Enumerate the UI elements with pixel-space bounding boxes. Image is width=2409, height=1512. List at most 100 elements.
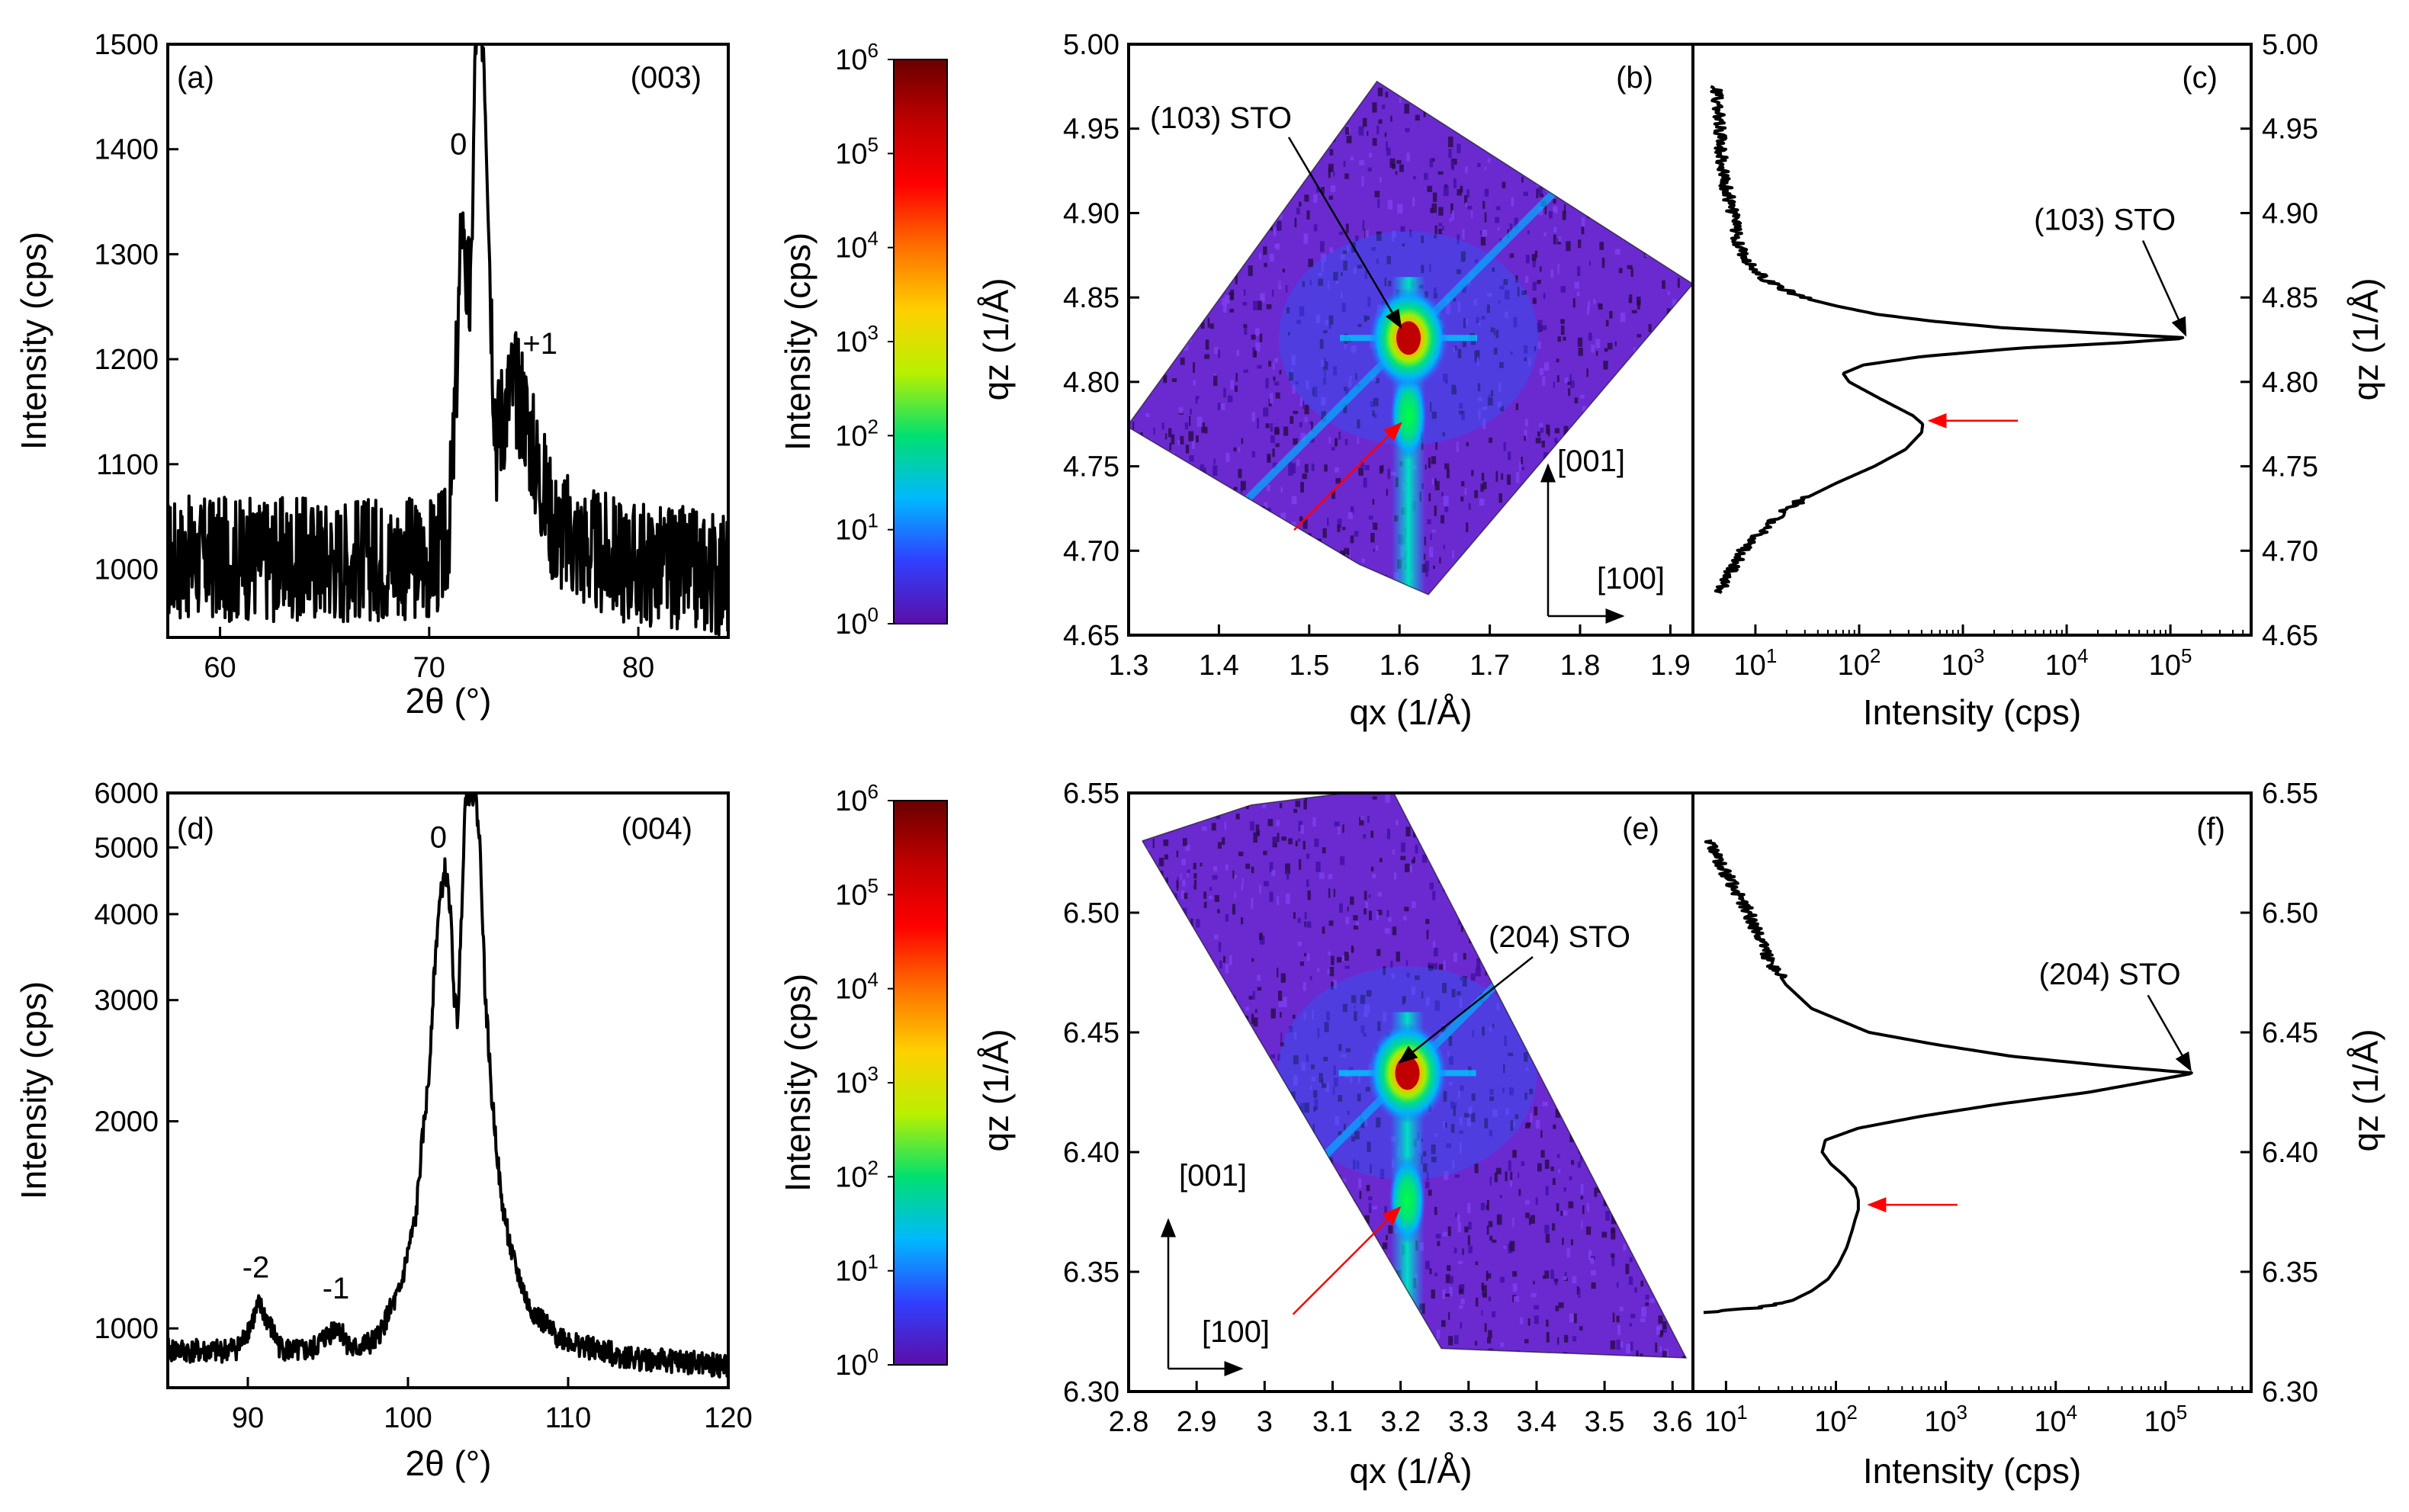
heatmap-noise <box>1453 347 1456 352</box>
heatmap-noise <box>1492 1023 1495 1029</box>
heatmap-noise <box>1276 222 1281 230</box>
heatmap-noise <box>1394 1354 1397 1358</box>
y-tick-label: 6.45 <box>2262 1017 2318 1049</box>
heatmap-noise <box>1283 166 1287 176</box>
heatmap-noise <box>1429 1268 1432 1275</box>
heatmap-noise <box>1437 802 1444 814</box>
heatmap-noise <box>1320 72 1322 81</box>
heatmap-noise <box>1291 496 1297 505</box>
heatmap-noise <box>1653 1122 1656 1129</box>
heatmap-noise <box>1457 301 1461 312</box>
heatmap-noise <box>1681 589 1686 595</box>
heatmap-noise <box>1497 58 1502 68</box>
heatmap-noise <box>1683 927 1687 932</box>
heatmap-noise <box>1273 837 1278 844</box>
heatmap-noise <box>1394 1361 1396 1368</box>
heatmap-noise <box>1368 588 1374 595</box>
heatmap-noise <box>1433 287 1437 297</box>
heatmap-noise <box>1399 164 1404 172</box>
colorbar-tick-label: 102 <box>835 1156 878 1193</box>
heatmap-noise <box>1204 1007 1206 1012</box>
heatmap-noise <box>1170 913 1173 919</box>
heatmap-noise <box>1655 1342 1658 1353</box>
heatmap-noise <box>1334 467 1339 473</box>
heatmap-noise <box>1135 569 1140 573</box>
heatmap-noise <box>1302 1289 1304 1293</box>
heatmap-noise <box>1563 204 1566 213</box>
heatmap-noise <box>1510 824 1514 832</box>
heatmap-noise <box>1649 1195 1654 1199</box>
heatmap-noise <box>1640 907 1643 917</box>
heatmap-noise <box>1303 952 1307 957</box>
heatmap-noise <box>1354 1131 1360 1140</box>
heatmap-noise <box>1439 63 1444 73</box>
heatmap-noise <box>1310 1153 1314 1159</box>
heatmap-noise <box>1164 311 1168 317</box>
heatmap-noise <box>1368 894 1371 898</box>
heatmap-noise <box>1678 152 1681 162</box>
x-tick-label: 1.4 <box>1199 650 1239 682</box>
heatmap-noise <box>1630 51 1632 59</box>
heatmap-noise <box>1379 858 1383 862</box>
heatmap-noise <box>1387 468 1391 480</box>
heatmap-noise <box>1569 1176 1572 1180</box>
heatmap-noise <box>1230 1145 1236 1154</box>
heatmap-noise <box>1275 443 1280 448</box>
heatmap-noise <box>1571 81 1575 85</box>
heatmap-noise <box>1373 584 1378 594</box>
heatmap-noise <box>1371 594 1377 595</box>
heatmap-noise <box>1203 567 1206 576</box>
panel-c-frame <box>1691 43 2253 637</box>
heatmap-noise <box>1305 1327 1311 1337</box>
heatmap-noise <box>1351 1136 1355 1142</box>
heatmap-noise <box>1435 1234 1441 1239</box>
heatmap-noise <box>1529 852 1534 862</box>
heatmap-noise <box>1328 1164 1332 1172</box>
heatmap-noise <box>1376 1341 1382 1350</box>
y-tick-label: 4.90 <box>1063 197 1119 230</box>
heatmap-noise <box>1272 1212 1277 1222</box>
heatmap-noise <box>1279 803 1283 808</box>
heatmap-noise <box>1460 1116 1463 1125</box>
heatmap-noise <box>1213 615 1216 625</box>
heatmap-noise <box>1676 493 1679 499</box>
heatmap-noise <box>1446 1143 1451 1148</box>
panel-d-reflection: (004) <box>622 812 692 846</box>
heatmap-noise <box>1283 156 1287 165</box>
heatmap-noise <box>1664 141 1668 146</box>
heatmap-noise <box>1166 536 1171 541</box>
heatmap-noise <box>1130 272 1135 278</box>
heatmap-noise <box>1165 267 1171 278</box>
heatmap-noise <box>1555 1109 1560 1118</box>
heatmap-noise <box>1235 629 1239 633</box>
heatmap-noise <box>1556 1056 1559 1061</box>
heatmap-noise <box>1302 982 1306 991</box>
heatmap-noise <box>1345 223 1349 233</box>
heatmap-noise <box>1219 794 1224 804</box>
heatmap-noise <box>1518 1189 1521 1196</box>
heatmap-noise <box>1678 1227 1681 1234</box>
heatmap-noise <box>1482 419 1486 429</box>
panel-c-series-line <box>1710 85 2185 595</box>
heatmap-noise <box>1245 564 1250 570</box>
x-tick-label: 103 <box>1942 644 1985 682</box>
heatmap-noise <box>1642 598 1645 603</box>
heatmap-noise <box>1655 1197 1661 1204</box>
heatmap-noise <box>1423 110 1426 117</box>
heatmap-noise <box>1584 1081 1588 1087</box>
heatmap-noise <box>1481 821 1486 833</box>
heatmap-noise <box>1364 1004 1370 1013</box>
heatmap-noise <box>1617 1183 1622 1192</box>
heatmap-noise <box>1273 1111 1278 1122</box>
heatmap-noise <box>1318 1259 1322 1267</box>
heatmap-noise <box>1526 879 1528 888</box>
heatmap-noise <box>1363 1032 1367 1037</box>
heatmap-noise <box>1554 151 1559 157</box>
heatmap-noise <box>1441 1026 1446 1032</box>
heatmap-noise <box>1431 158 1435 162</box>
heatmap-noise <box>1431 1144 1436 1154</box>
panel-a-peak-label-plus1: +1 <box>522 327 557 361</box>
heatmap-noise <box>1580 1184 1584 1195</box>
heatmap-noise <box>1487 293 1492 297</box>
